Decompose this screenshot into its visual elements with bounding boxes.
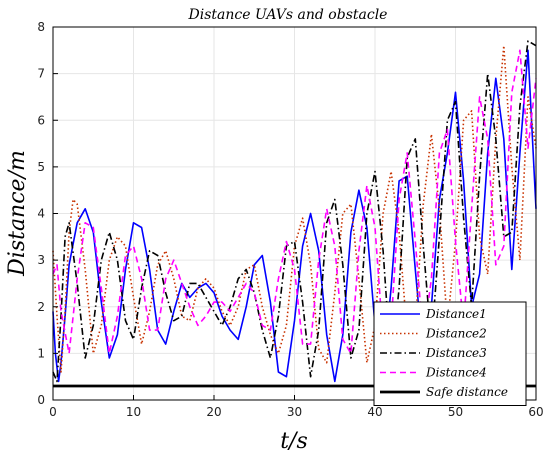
legend-label: Safe distance	[426, 385, 508, 399]
series-line-4	[52, 49, 537, 355]
legend-label: Distance1	[425, 307, 487, 321]
x-axis-label: t/s	[280, 429, 308, 454]
y-tick-label: 6	[37, 113, 45, 127]
x-tick-label: 0	[49, 405, 57, 419]
y-tick-label: 7	[37, 67, 45, 81]
x-tick-label: 20	[206, 405, 221, 419]
axis-ticks: 0 10 20 30 40 50 60 0 1 2 3 4 5 6 7 8	[37, 20, 543, 419]
x-tick-label: 30	[287, 405, 302, 419]
legend-label: Distance3	[425, 346, 487, 360]
series-line-3	[52, 40, 537, 383]
series-line-2	[52, 44, 537, 373]
y-axis-label: Distance/m	[5, 150, 30, 277]
x-tick-label: 40	[367, 405, 382, 419]
y-tick-label: 2	[37, 300, 45, 314]
y-tick-label: 1	[37, 346, 45, 360]
y-tick-label: 5	[37, 160, 45, 174]
y-tick-label: 3	[37, 253, 45, 267]
x-tick-label: 60	[528, 405, 543, 419]
y-tick-label: 8	[37, 20, 45, 34]
series-line-1	[52, 49, 537, 383]
y-tick-label: 0	[37, 393, 45, 407]
series-layer	[52, 40, 537, 388]
chart-title: Distance UAVs and obstacle	[188, 7, 388, 23]
x-tick-label: 10	[126, 405, 141, 419]
y-tick-label: 4	[37, 207, 45, 221]
x-tick-label: 50	[448, 405, 463, 419]
legend: Distance1 Distance2 Distance3 Distance4 Safe…	[373, 301, 527, 406]
legend-label: Distance4	[425, 366, 487, 380]
legend-label: Distance2	[425, 327, 487, 341]
